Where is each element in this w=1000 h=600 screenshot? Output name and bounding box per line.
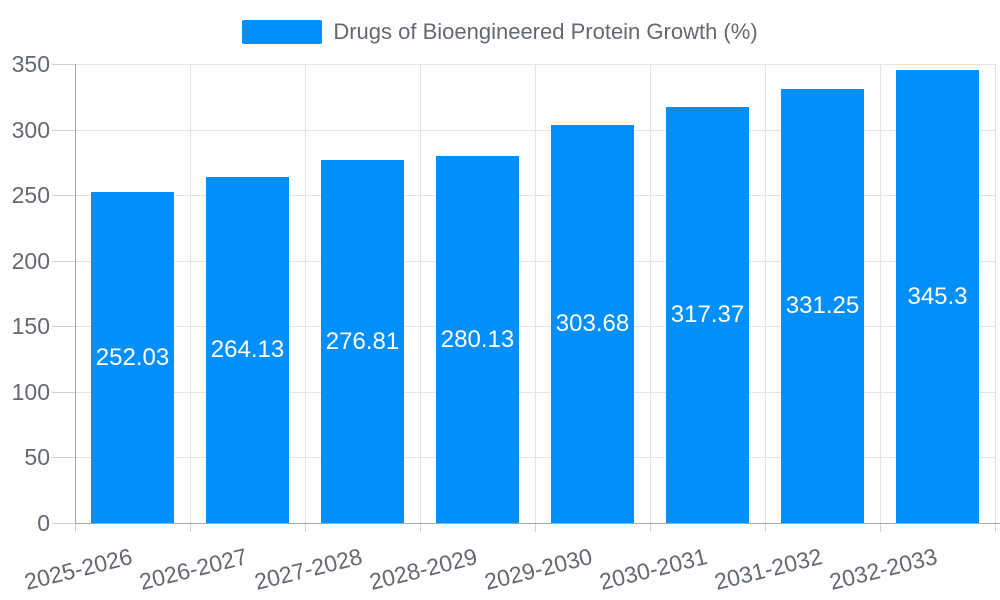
bar-value-label: 317.37 (670, 301, 745, 328)
gridline-vertical (765, 64, 766, 523)
gridline-vertical (190, 64, 191, 523)
x-axis-tick (995, 523, 996, 532)
y-axis-tick (52, 523, 75, 524)
x-tick-label: 2025-2026 (21, 543, 135, 595)
x-tick-label: 2029-2030 (481, 543, 595, 595)
y-axis-tick (52, 195, 75, 196)
y-tick-label: 100 (11, 379, 50, 405)
bar-value-label: 276.81 (325, 328, 400, 355)
y-axis-tick (52, 261, 75, 262)
bar[interactable]: 331.25 (781, 89, 864, 523)
x-tick-label: 2032-2033 (826, 543, 940, 595)
bar-value-label: 280.13 (440, 326, 515, 353)
bar-value-label: 345.3 (907, 283, 968, 310)
x-tick-label: 2028-2029 (366, 543, 480, 595)
x-axis-tick (535, 523, 536, 532)
bar-value-label: 303.68 (555, 310, 630, 337)
x-axis-tick (420, 523, 421, 532)
x-tick-label: 2031-2032 (711, 543, 825, 595)
x-axis-tick (75, 523, 76, 532)
y-axis-tick (52, 64, 75, 65)
x-axis-tick (765, 523, 766, 532)
bar-value-label: 264.13 (210, 336, 285, 363)
y-tick-label: 250 (11, 182, 50, 208)
y-tick-label: 200 (11, 248, 50, 274)
x-axis-tick (305, 523, 306, 532)
y-axis-tick (52, 326, 75, 327)
gridline-vertical (420, 64, 421, 523)
bar[interactable]: 345.3 (896, 70, 979, 523)
bar[interactable]: 252.03 (91, 192, 174, 523)
legend-label: Drugs of Bioengineered Protein Growth (%… (333, 19, 758, 44)
bar[interactable]: 276.81 (321, 160, 404, 523)
gridline-vertical (880, 64, 881, 523)
x-axis-tick (650, 523, 651, 532)
y-axis-tick (52, 130, 75, 131)
y-tick-label: 50 (24, 444, 50, 470)
legend-marker (242, 20, 323, 44)
legend-item[interactable]: Drugs of Bioengineered Protein Growth (%… (0, 19, 1000, 45)
bar-value-label: 331.25 (785, 292, 860, 319)
y-tick-label: 350 (11, 51, 50, 77)
gridline-vertical (995, 64, 996, 523)
gridline-vertical (535, 64, 536, 523)
bar[interactable]: 280.13 (436, 156, 519, 523)
y-axis-line (75, 64, 76, 523)
y-tick-label: 300 (11, 117, 50, 143)
y-tick-label: 150 (11, 313, 50, 339)
x-axis-line (75, 523, 1000, 524)
x-tick-label: 2027-2028 (251, 543, 365, 595)
x-tick-label: 2026-2027 (136, 543, 250, 595)
y-axis-tick (52, 457, 75, 458)
gridline-vertical (305, 64, 306, 523)
x-axis-tick (190, 523, 191, 532)
bar[interactable]: 264.13 (206, 177, 289, 523)
y-tick-label: 0 (37, 510, 50, 536)
bar[interactable]: 303.68 (551, 125, 634, 523)
x-axis-tick (880, 523, 881, 532)
gridline-vertical (650, 64, 651, 523)
bar-value-label: 252.03 (95, 344, 170, 371)
y-axis-tick (52, 392, 75, 393)
bar[interactable]: 317.37 (666, 107, 749, 523)
x-tick-label: 2030-2031 (596, 543, 710, 595)
